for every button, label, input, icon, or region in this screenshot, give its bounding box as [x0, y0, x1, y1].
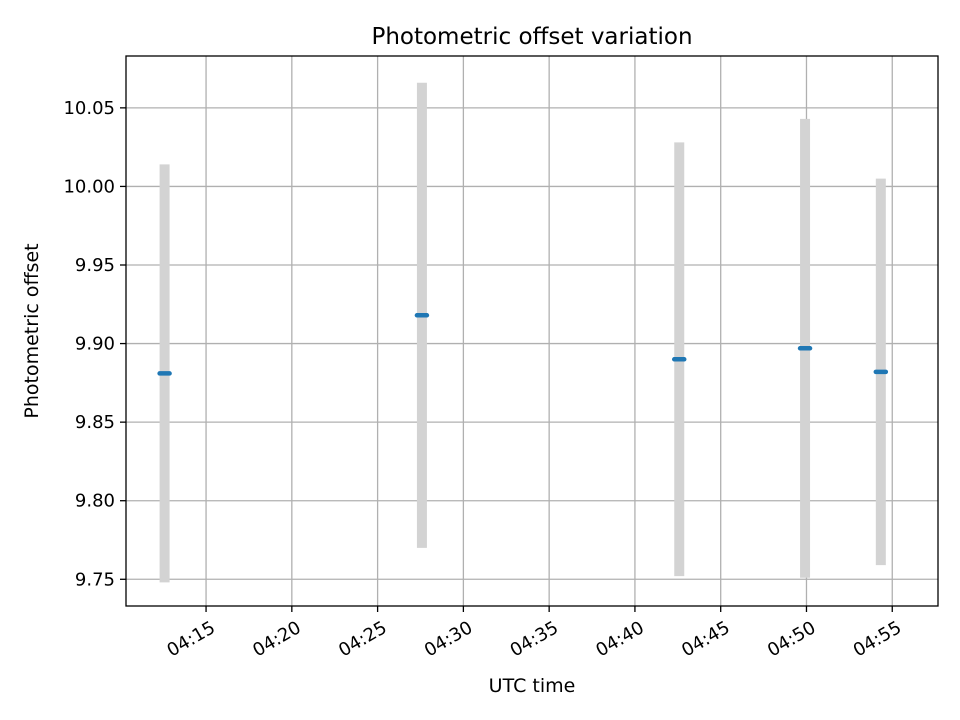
y-tick-label: 9.90	[75, 334, 115, 355]
chart-title: Photometric offset variation	[371, 24, 692, 50]
y-tick-label: 10.05	[63, 98, 115, 119]
y-tick-label: 10.00	[63, 176, 115, 197]
y-tick-label: 9.75	[75, 569, 115, 590]
x-axis-label: UTC time	[489, 675, 576, 697]
plot-frame	[125, 55, 939, 607]
y-tick-label: 9.95	[75, 255, 115, 276]
y-axis-label: Photometric offset	[21, 243, 43, 418]
y-tick-label: 9.85	[75, 412, 115, 433]
y-axis-ticks: 9.75 9.80 9.85 9.90 9.95 10.00 10.05	[63, 98, 126, 590]
y-tick-label: 9.80	[75, 491, 115, 512]
data-points	[157, 313, 889, 376]
